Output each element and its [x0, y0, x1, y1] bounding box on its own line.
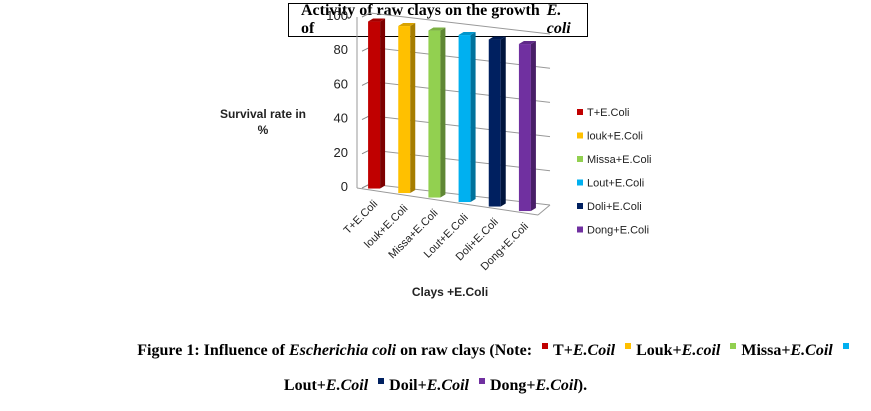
bar-side-5 [530, 41, 536, 212]
legend-swatch-2 [577, 156, 583, 162]
caption-text: Figure 1: Influence of [137, 342, 289, 359]
caption-swatch-5 [478, 377, 485, 384]
caption-item-italic: E.Coil [426, 377, 469, 394]
legend-swatch-1 [577, 132, 583, 139]
caption-swatch-2 [730, 342, 737, 349]
caption-item-italic: E.coil [681, 342, 721, 359]
y-axis-label: Survival rate in [220, 107, 306, 121]
bar-3 [458, 35, 471, 203]
caption-item: Missa+ [741, 342, 791, 359]
bar-5 [518, 44, 531, 212]
figure-caption-line1: Figure 1: Influence of Escherichia coli … [0, 342, 871, 360]
bar-side-3 [470, 32, 476, 203]
legend-label-5: Dong+E.Coli [587, 225, 649, 237]
x-axis-label: Clays +E.Coli [412, 285, 488, 299]
figure-caption-line2: Lout+E.Coil Doil+E.Coil Dong+E.Coil). [0, 377, 871, 395]
caption-end: ). [577, 377, 588, 394]
gridline [369, 12, 551, 35]
floor-edge [537, 204, 551, 216]
caption-item: Doil+ [389, 377, 427, 394]
caption-item-italic: E.Coil [325, 377, 369, 394]
bar-top-4 [488, 36, 506, 40]
legend-label-1: louk+E.Coli [587, 131, 643, 143]
caption-item-italic: E.Coil [790, 342, 833, 359]
bar-top-3 [458, 32, 476, 36]
bar-2 [428, 30, 441, 198]
bar-side-4 [500, 36, 506, 207]
bar-0 [368, 21, 381, 189]
bar-1 [398, 26, 411, 194]
bar-side-1 [410, 23, 416, 194]
gridline-edge [361, 12, 371, 18]
caption-item-italic: E.Coil [572, 342, 616, 359]
y-tick-label: 60 [334, 76, 348, 91]
x-axis [356, 187, 539, 216]
caption-species: Escherichia coli [288, 342, 397, 359]
bar-side-0 [380, 18, 386, 189]
y-tick-label: 100 [326, 8, 348, 23]
caption-item: Dong+ [489, 377, 536, 394]
chart-title-text: Activity of raw clays on the growth of [301, 2, 540, 37]
caption-item: Louk+ [636, 342, 682, 359]
legend-label-3: Lout+E.Coli [587, 178, 644, 190]
legend-swatch-3 [577, 179, 583, 186]
chart: 0 20 40 60 80 100 T+E.Coli louk+E.Coli Missa+E.C… [220, 8, 652, 299]
legend-swatch-5 [577, 226, 583, 233]
bar-top-0 [368, 18, 386, 22]
bar-top-2 [428, 27, 446, 31]
y-tick-label: 80 [334, 42, 348, 57]
caption-swatch-1 [625, 342, 632, 349]
legend-swatch-4 [577, 203, 583, 209]
y-tick-label: 0 [341, 179, 348, 194]
bar-4 [488, 39, 501, 207]
y-axis-label-unit: % [258, 123, 269, 137]
caption-swatch-3 [842, 342, 849, 349]
y-tick-label: 20 [334, 145, 348, 160]
y-tick-label: 40 [334, 111, 348, 126]
caption-item: Lout+ [283, 377, 326, 394]
bar-side-2 [440, 27, 446, 198]
bar-top-5 [518, 41, 536, 45]
legend-label-0: T+E.Coli [587, 107, 630, 119]
legend-swatch-0 [577, 109, 583, 115]
caption-swatch-0 [542, 342, 549, 349]
legend-label-4: Doli+E.Coli [587, 201, 642, 213]
caption-item: T+ [553, 342, 573, 359]
caption-item-italic: E.Coil [535, 377, 578, 394]
chart-title-italic: E. coli [546, 2, 571, 37]
bar-top-1 [398, 23, 416, 27]
legend-label-2: Missa+E.Coli [587, 154, 652, 166]
caption-note: on raw clays (Note: [396, 342, 537, 359]
caption-swatch-4 [378, 377, 385, 384]
